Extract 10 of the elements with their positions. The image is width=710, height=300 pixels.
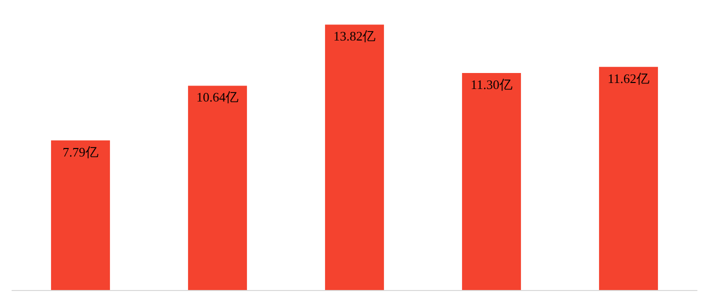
data-label: 11.62亿 — [608, 70, 650, 86]
data-label: 10.64亿 — [196, 90, 239, 105]
bar — [325, 24, 384, 290]
data-label: 7.79亿 — [62, 144, 98, 160]
data-label: 13.82亿 — [333, 28, 376, 44]
bar — [188, 86, 247, 290]
bar — [51, 140, 110, 290]
data-label: 11.30亿 — [470, 77, 512, 92]
bar — [599, 66, 658, 290]
bar — [462, 73, 521, 290]
